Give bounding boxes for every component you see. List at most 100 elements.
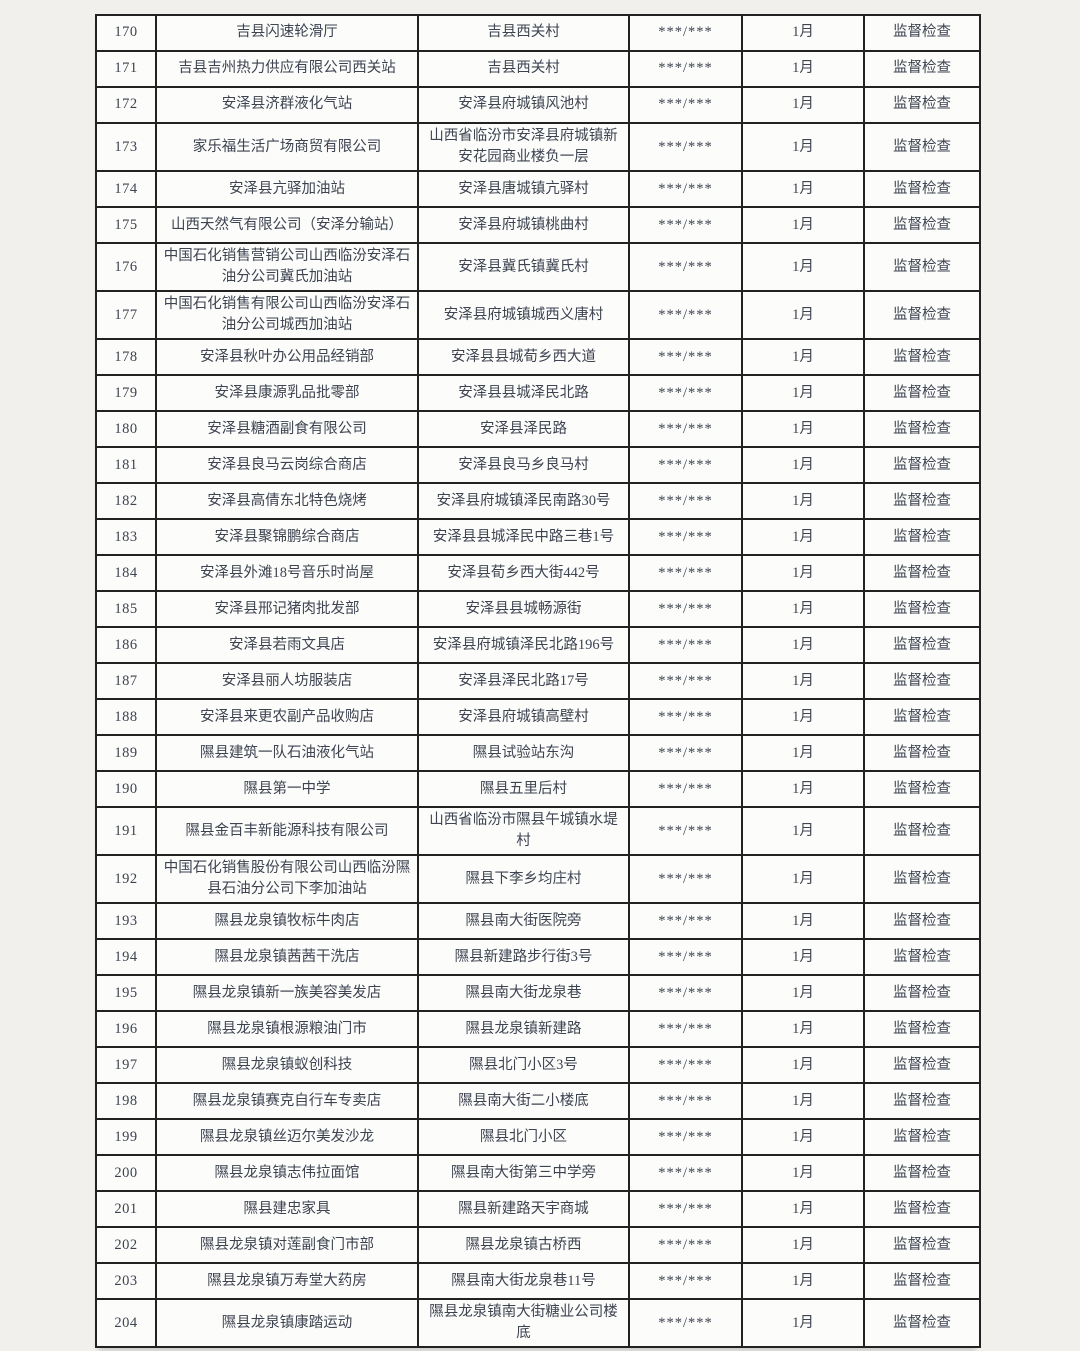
cell-row-number: 183 (95, 518, 157, 557)
cell-row-number: 173 (95, 121, 157, 173)
cell-inspection-type: 监督检查 (863, 662, 981, 701)
table-row: 193 隰县龙泉镇牧标牛肉店 隰县南大街医院旁 ***/*** 1月 监督检查 (95, 902, 981, 941)
cell-address: 安泽县府城镇泽民北路196号 (417, 626, 630, 665)
cell-entity-name: 隰县龙泉镇万寿堂大药房 (155, 1262, 419, 1301)
cell-month: 1月 (741, 734, 865, 773)
cell-entity-name: 隰县龙泉镇新一族美容美发店 (155, 974, 419, 1013)
table-row: 170 吉县闪速轮滑厅 吉县西关村 ***/*** 1月 监督检查 (95, 14, 981, 52)
table-row: 171 吉县吉州热力供应有限公司西关站 吉县西关村 ***/*** 1月 监督检查 (95, 50, 981, 88)
table-row: 199 隰县龙泉镇丝迈尔美发沙龙 隰县北门小区 ***/*** 1月 监督检查 (95, 1118, 981, 1157)
cell-inspection-type: 监督检查 (863, 1262, 981, 1301)
table-row: 200 隰县龙泉镇志伟拉面馆 隰县南大街第三中学旁 ***/*** 1月 监督检查 (95, 1154, 981, 1193)
cell-month: 1月 (741, 1010, 865, 1049)
cell-month: 1月 (741, 626, 865, 665)
cell-month: 1月 (741, 1154, 865, 1193)
cell-address: 安泽县县城畅源街 (417, 590, 630, 629)
cell-month: 1月 (741, 1190, 865, 1229)
cell-month: 1月 (741, 1262, 865, 1301)
table-row: 177 中国石化销售有限公司山西临汾安泽石油分公司城西加油站 安泽县府城镇城西义唐村… (95, 290, 981, 341)
cell-masked-phone: ***/*** (628, 446, 743, 485)
cell-entity-name: 隰县龙泉镇对莲副食门市部 (155, 1226, 419, 1265)
cell-inspection-type: 监督检查 (863, 1010, 981, 1049)
cell-month: 1月 (741, 662, 865, 701)
cell-masked-phone: ***/*** (628, 1046, 743, 1085)
cell-masked-phone: ***/*** (628, 854, 743, 905)
cell-address: 隰县龙泉镇新建路 (417, 1010, 630, 1049)
cell-masked-phone: ***/*** (628, 14, 743, 52)
cell-masked-phone: ***/*** (628, 290, 743, 341)
cell-masked-phone: ***/*** (628, 1082, 743, 1121)
table-row: 202 隰县龙泉镇对莲副食门市部 隰县龙泉镇古桥西 ***/*** 1月 监督检查 (95, 1226, 981, 1265)
table-row: 184 安泽县外滩18号音乐时尚屋 安泽县荀乡西大街442号 ***/*** 1月 监督检… (95, 554, 981, 593)
cell-row-number: 182 (95, 482, 157, 521)
cell-entity-name: 隰县金百丰新能源科技有限公司 (155, 806, 419, 857)
cell-inspection-type: 监督检查 (863, 374, 981, 413)
cell-row-number: 201 (95, 1190, 157, 1229)
cell-row-number: 203 (95, 1262, 157, 1301)
cell-masked-phone: ***/*** (628, 662, 743, 701)
cell-month: 1月 (741, 698, 865, 737)
cell-month: 1月 (741, 1046, 865, 1085)
cell-address: 隰县南大街二小楼底 (417, 1082, 630, 1121)
table-row: 185 安泽县邢记猪肉批发部 安泽县县城畅源街 ***/*** 1月 监督检查 (95, 590, 981, 629)
table-row: 191 隰县金百丰新能源科技有限公司 山西省临汾市隰县午城镇水堤村 ***/*** 1月… (95, 806, 981, 857)
cell-inspection-type: 监督检查 (863, 338, 981, 377)
table-row: 180 安泽县糖酒副食有限公司 安泽县泽民路 ***/*** 1月 监督检查 (95, 410, 981, 449)
cell-entity-name: 隰县龙泉镇康踏运动 (155, 1298, 419, 1349)
cell-inspection-type: 监督检查 (863, 446, 981, 485)
cell-month: 1月 (741, 974, 865, 1013)
cell-month: 1月 (741, 206, 865, 245)
cell-inspection-type: 监督检查 (863, 482, 981, 521)
table-row: 186 安泽县若雨文具店 安泽县府城镇泽民北路196号 ***/*** 1月 监督检查 (95, 626, 981, 665)
cell-month: 1月 (741, 1298, 865, 1349)
cell-row-number: 197 (95, 1046, 157, 1085)
cell-masked-phone: ***/*** (628, 590, 743, 629)
cell-masked-phone: ***/*** (628, 1118, 743, 1157)
cell-entity-name: 家乐福生活广场商贸有限公司 (155, 121, 419, 173)
cell-masked-phone: ***/*** (628, 554, 743, 593)
cell-row-number: 198 (95, 1082, 157, 1121)
cell-address: 吉县西关村 (417, 50, 630, 88)
cell-month: 1月 (741, 50, 865, 88)
cell-row-number: 176 (95, 242, 157, 293)
table-row: 172 安泽县济群液化气站 安泽县府城镇风池村 ***/*** 1月 监督检查 (95, 86, 981, 124)
cell-row-number: 195 (95, 974, 157, 1013)
table-row: 178 安泽县秋叶办公用品经销部 安泽县县城荀乡西大道 ***/*** 1月 监督检查 (95, 338, 981, 377)
cell-row-number: 181 (95, 446, 157, 485)
cell-address: 隰县南大街龙泉巷 (417, 974, 630, 1013)
cell-month: 1月 (741, 590, 865, 629)
cell-month: 1月 (741, 938, 865, 977)
cell-inspection-type: 监督检查 (863, 734, 981, 773)
cell-entity-name: 安泽县秋叶办公用品经销部 (155, 338, 419, 377)
cell-entity-name: 山西天然气有限公司（安泽分输站） (155, 206, 419, 245)
cell-masked-phone: ***/*** (628, 1226, 743, 1265)
table-row: 196 隰县龙泉镇根源粮油门市 隰县龙泉镇新建路 ***/*** 1月 监督检查 (95, 1010, 981, 1049)
cell-row-number: 202 (95, 1226, 157, 1265)
cell-address: 隰县南大街医院旁 (417, 902, 630, 941)
cell-row-number: 185 (95, 590, 157, 629)
cell-inspection-type: 监督检查 (863, 626, 981, 665)
cell-row-number: 184 (95, 554, 157, 593)
cell-entity-name: 隰县龙泉镇赛克自行车专卖店 (155, 1082, 419, 1121)
cell-address: 安泽县府城镇高壁村 (417, 698, 630, 737)
cell-masked-phone: ***/*** (628, 518, 743, 557)
cell-entity-name: 中国石化销售营销公司山西临汾安泽石油分公司冀氏加油站 (155, 242, 419, 293)
cell-masked-phone: ***/*** (628, 806, 743, 857)
cell-entity-name: 吉县闪速轮滑厅 (155, 14, 419, 52)
cell-masked-phone: ***/*** (628, 482, 743, 521)
cell-row-number: 200 (95, 1154, 157, 1193)
cell-masked-phone: ***/*** (628, 1262, 743, 1301)
cell-month: 1月 (741, 446, 865, 485)
table-row: 176 中国石化销售营销公司山西临汾安泽石油分公司冀氏加油站 安泽县冀氏镇冀氏村 **… (95, 242, 981, 293)
table-row: 189 隰县建筑一队石油液化气站 隰县试验站东沟 ***/*** 1月 监督检查 (95, 734, 981, 773)
cell-masked-phone: ***/*** (628, 902, 743, 941)
table-row: 175 山西天然气有限公司（安泽分输站） 安泽县府城镇桃曲村 ***/*** 1月 监督检… (95, 206, 981, 245)
cell-entity-name: 安泽县济群液化气站 (155, 86, 419, 124)
cell-entity-name: 安泽县若雨文具店 (155, 626, 419, 665)
cell-address: 安泽县泽民路 (417, 410, 630, 449)
table-row: 201 隰县建忠家具 隰县新建路天宇商城 ***/*** 1月 监督检查 (95, 1190, 981, 1229)
cell-inspection-type: 监督检查 (863, 1082, 981, 1121)
cell-month: 1月 (741, 86, 865, 124)
cell-month: 1月 (741, 1226, 865, 1265)
cell-inspection-type: 监督检查 (863, 974, 981, 1013)
